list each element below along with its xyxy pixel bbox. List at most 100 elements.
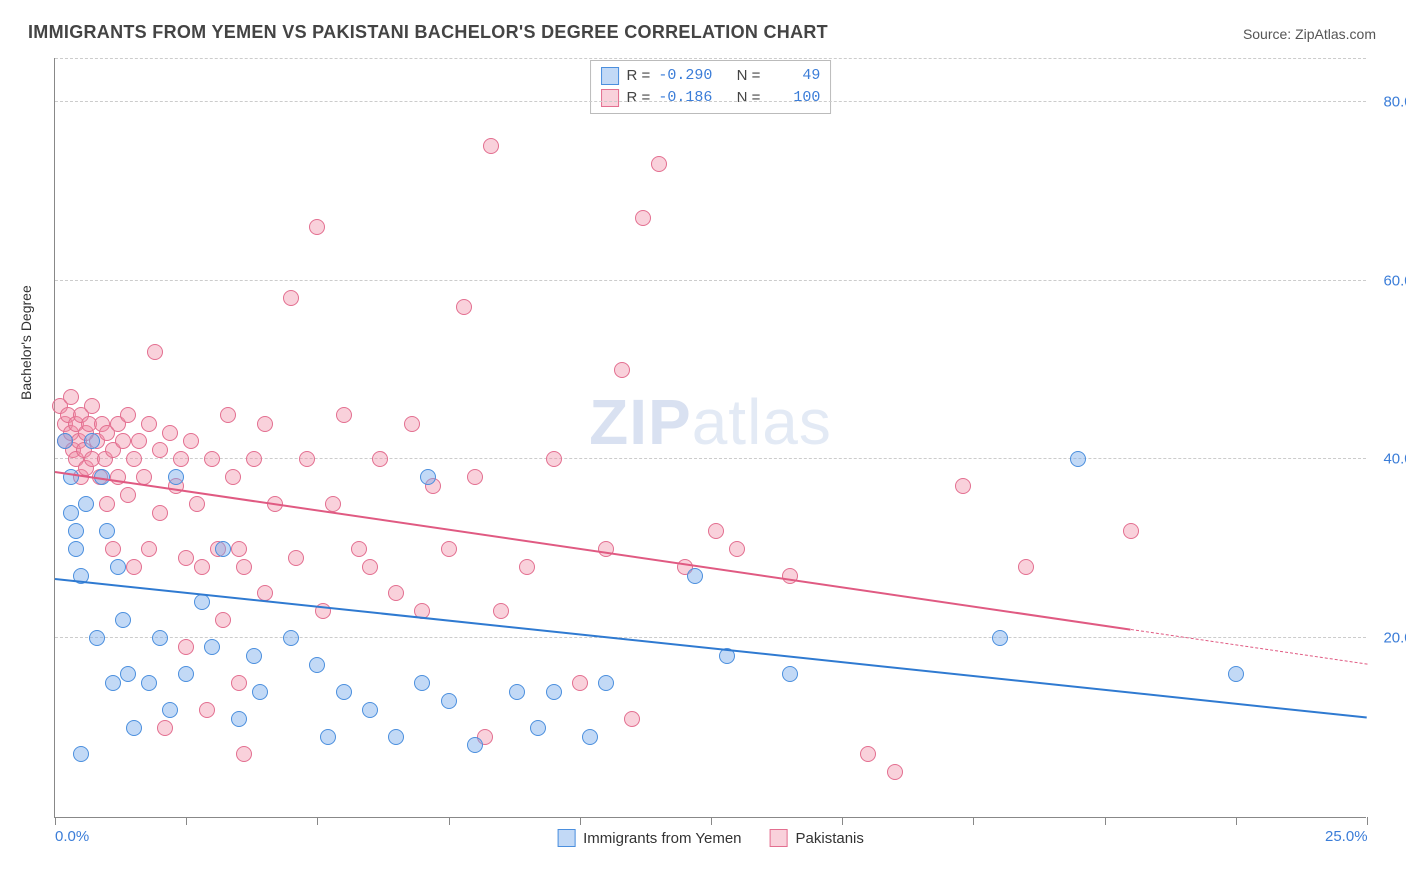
- n-label: N =: [737, 87, 761, 109]
- yemen-point: [115, 612, 131, 628]
- pakistani-point: [351, 541, 367, 557]
- legend-swatch: [601, 89, 619, 107]
- pakistani-point: [467, 469, 483, 485]
- x-tick: [973, 817, 974, 825]
- pakistani-point: [152, 442, 168, 458]
- pakistani-point: [336, 407, 352, 423]
- yemen-point: [68, 523, 84, 539]
- source-attribution: Source: ZipAtlas.com: [1243, 26, 1376, 42]
- yemen-point: [89, 630, 105, 646]
- yemen-point: [320, 729, 336, 745]
- pakistani-point: [147, 344, 163, 360]
- x-tick: [580, 817, 581, 825]
- yemen-point: [99, 523, 115, 539]
- pakistani-point: [288, 550, 304, 566]
- pakistani-point: [126, 559, 142, 575]
- pakistani-point: [63, 389, 79, 405]
- r-label: R =: [627, 65, 651, 87]
- legend-swatch: [770, 829, 788, 847]
- yemen-point: [63, 505, 79, 521]
- n-value: 100: [768, 87, 820, 109]
- pakistani-point: [257, 416, 273, 432]
- pakistani-point: [178, 550, 194, 566]
- pakistani-point: [729, 541, 745, 557]
- pakistani-point: [651, 156, 667, 172]
- yemen-point: [1070, 451, 1086, 467]
- x-tick: [842, 817, 843, 825]
- yemen-point: [73, 746, 89, 762]
- yemen-point: [388, 729, 404, 745]
- yemen-point: [78, 496, 94, 512]
- watermark-atlas: atlas: [692, 386, 832, 458]
- x-tick: [1105, 817, 1106, 825]
- pakistani-point: [860, 746, 876, 762]
- pakistani-point: [141, 416, 157, 432]
- pakistani-point: [231, 541, 247, 557]
- y-tick-label: 20.0%: [1371, 630, 1406, 647]
- yemen-point: [283, 630, 299, 646]
- yemen-point: [84, 433, 100, 449]
- watermark: ZIPatlas: [589, 385, 832, 459]
- yemen-point: [152, 630, 168, 646]
- pakistani-point: [887, 764, 903, 780]
- r-label: R =: [627, 87, 651, 109]
- yemen-point: [467, 737, 483, 753]
- pakistani-point: [84, 398, 100, 414]
- pakistani-point: [231, 675, 247, 691]
- yemen-point: [509, 684, 525, 700]
- pakistani-point: [126, 451, 142, 467]
- y-tick-label: 60.0%: [1371, 272, 1406, 289]
- legend-stats-box: R =-0.290 N =49R =-0.186 N =100: [590, 60, 832, 114]
- yemen-point: [231, 711, 247, 727]
- pakistani-point: [546, 451, 562, 467]
- legend-item-yemen: Immigrants from Yemen: [557, 829, 741, 847]
- pakistani-point: [157, 720, 173, 736]
- yemen-point: [598, 675, 614, 691]
- pakistani-point: [220, 407, 236, 423]
- pakistani-point: [236, 746, 252, 762]
- pakistani-point: [708, 523, 724, 539]
- pakistani-point: [572, 675, 588, 691]
- yemen-point: [194, 594, 210, 610]
- yemen-point: [530, 720, 546, 736]
- chart-title: IMMIGRANTS FROM YEMEN VS PAKISTANI BACHE…: [28, 22, 828, 43]
- yemen-point: [441, 693, 457, 709]
- pakistani-point: [204, 451, 220, 467]
- legend-stat-row-yemen: R =-0.290 N =49: [601, 65, 821, 87]
- x-tick: [711, 817, 712, 825]
- source-label: Source:: [1243, 26, 1291, 42]
- pakistani-point: [299, 451, 315, 467]
- pakistani-point: [215, 612, 231, 628]
- pakistani-point: [236, 559, 252, 575]
- trend-line-dashed: [1131, 629, 1367, 665]
- legend-label: Pakistanis: [796, 830, 864, 847]
- yemen-point: [120, 666, 136, 682]
- yemen-point: [582, 729, 598, 745]
- gridline: [55, 637, 1366, 638]
- pakistani-point: [283, 290, 299, 306]
- pakistani-point: [152, 505, 168, 521]
- pakistani-point: [225, 469, 241, 485]
- yemen-point: [168, 469, 184, 485]
- pakistani-point: [624, 711, 640, 727]
- yemen-point: [204, 639, 220, 655]
- pakistani-point: [388, 585, 404, 601]
- yemen-point: [336, 684, 352, 700]
- legend-swatch: [557, 829, 575, 847]
- x-tick-label: 25.0%: [1325, 828, 1368, 845]
- pakistani-point: [178, 639, 194, 655]
- legend-label: Immigrants from Yemen: [583, 830, 741, 847]
- pakistani-point: [99, 496, 115, 512]
- x-tick: [1236, 817, 1237, 825]
- pakistani-point: [173, 451, 189, 467]
- x-tick: [55, 817, 56, 825]
- pakistani-point: [1123, 523, 1139, 539]
- yemen-point: [246, 648, 262, 664]
- yemen-point: [110, 559, 126, 575]
- x-tick: [186, 817, 187, 825]
- pakistani-point: [131, 433, 147, 449]
- yemen-point: [252, 684, 268, 700]
- yemen-point: [309, 657, 325, 673]
- x-tick: [1367, 817, 1368, 825]
- pakistani-point: [441, 541, 457, 557]
